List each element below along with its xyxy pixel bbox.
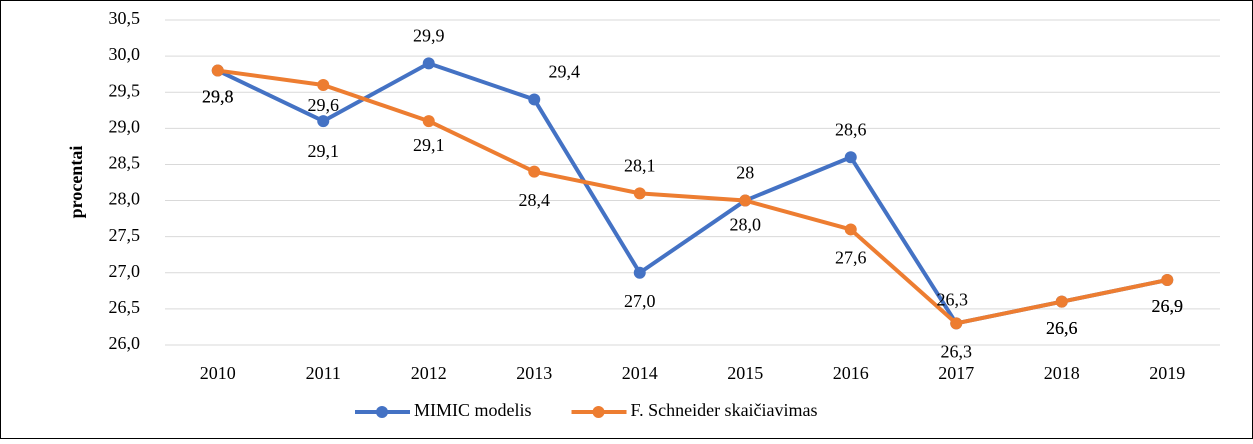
x-tick-label: 2019 [1149, 363, 1185, 383]
y-tick-label: 26,0 [109, 333, 141, 353]
legend-label: F. Schneider skaičiavimas [631, 400, 818, 420]
point [528, 165, 541, 178]
point [422, 57, 435, 70]
x-tick-label: 2015 [727, 363, 763, 383]
point [1161, 274, 1174, 286]
y-tick-label: 29,0 [109, 116, 141, 136]
data-label: 26,3 [937, 289, 969, 309]
data-label: 29,8 [202, 87, 234, 107]
y-tick-label: 29,5 [109, 80, 141, 100]
data-label: 29,1 [308, 141, 340, 161]
y-tick-label: 27,0 [109, 261, 141, 281]
point [739, 194, 752, 207]
data-label: 29,1 [413, 135, 445, 155]
data-label: 29,6 [308, 95, 340, 115]
x-tick-label: 2010 [200, 363, 236, 383]
y-axis-label: procentai [66, 146, 86, 219]
point [317, 115, 330, 128]
data-label: 28,6 [835, 119, 867, 139]
data-label: 28 [736, 163, 754, 183]
data-label: 26,6 [1046, 318, 1078, 338]
x-tick-label: 2017 [938, 363, 974, 383]
series-line [217, 68, 1168, 326]
data-label: 26,3 [941, 341, 973, 361]
point [317, 79, 330, 91]
y-tick-label: 30,0 [109, 44, 141, 64]
data-label: 28,4 [519, 190, 551, 210]
point [950, 317, 963, 330]
y-tick-label: 27,5 [109, 225, 141, 245]
data-label: 28,0 [730, 215, 762, 235]
y-tick-label: 28,0 [109, 189, 141, 209]
point [844, 223, 857, 236]
legend-label: MIMIC modelis [414, 400, 532, 420]
point [633, 266, 646, 279]
data-label: 28,1 [624, 155, 656, 175]
data-label: 29,9 [413, 25, 445, 45]
data-label: 27,0 [624, 291, 656, 311]
x-tick-label: 2014 [622, 363, 658, 383]
x-tick-label: 2016 [833, 363, 869, 383]
x-tick-label: 2011 [306, 363, 341, 383]
data-label: 26,9 [1152, 296, 1184, 316]
x-tick-label: 2012 [411, 363, 447, 383]
point [211, 64, 224, 77]
point [528, 93, 541, 106]
x-tick-label: 2013 [516, 363, 552, 383]
data-label: 29,8 [202, 87, 234, 107]
point [844, 151, 857, 164]
legend-marker [592, 406, 605, 418]
y-tick-label: 28,5 [109, 153, 141, 173]
y-tick-label: 26,5 [109, 297, 141, 317]
data-label: 26,9 [1152, 296, 1184, 316]
point [633, 187, 646, 200]
point [422, 115, 435, 128]
data-label: 27,6 [835, 248, 867, 268]
legend-marker [376, 406, 388, 418]
data-label: 26,6 [1046, 318, 1078, 338]
y-tick-label: 30,5 [109, 8, 141, 28]
point [1055, 295, 1068, 308]
x-tick-label: 2018 [1044, 363, 1080, 383]
data-label: 29,4 [549, 62, 581, 82]
